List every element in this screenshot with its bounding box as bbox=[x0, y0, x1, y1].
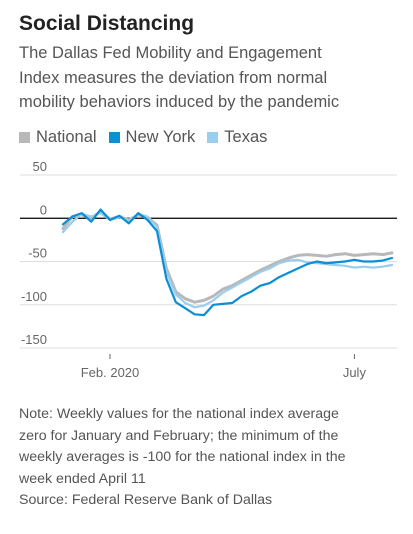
chart-subtitle: The Dallas Fed Mobility and Engagement I… bbox=[19, 41, 404, 115]
series-line-new-york bbox=[61, 208, 394, 317]
legend-item-texas: Texas bbox=[207, 128, 267, 147]
note-line: zero for January and February; the minim… bbox=[19, 427, 339, 444]
legend-item-new-york: New York bbox=[108, 128, 196, 147]
chart-note: Note: Weekly values for the national ind… bbox=[19, 404, 399, 512]
line-chart: 50 0 -50 -100 -150 Feb. 2020 July bbox=[20, 160, 397, 380]
legend-swatch-new-york bbox=[108, 132, 120, 143]
x-tick-label: July bbox=[343, 365, 367, 380]
legend-item-national: National bbox=[19, 128, 97, 147]
source-line: Source: Federal Reserve Bank of Dallas bbox=[19, 492, 273, 508]
note-line: Note: Weekly values for the national ind… bbox=[19, 406, 339, 422]
legend-swatch-texas bbox=[207, 132, 219, 143]
chart-title: Social Distancing bbox=[19, 12, 195, 35]
subtitle-line: Index measures the deviation from normal bbox=[19, 68, 328, 87]
y-tick-label: -100 bbox=[21, 289, 47, 304]
y-tick-label: -150 bbox=[21, 332, 47, 347]
legend-swatch-national bbox=[19, 132, 30, 143]
y-tick-label: 0 bbox=[40, 202, 47, 217]
note-line: weekly averages is -100 for the national… bbox=[19, 449, 346, 465]
subtitle-line: mobility behaviors induced by the pandem… bbox=[19, 93, 340, 111]
subtitle-line: The Dallas Fed Mobility and Engagement bbox=[19, 44, 322, 62]
chart-legend: National New York Texas bbox=[19, 128, 279, 147]
note-line: week ended April 11 bbox=[19, 470, 146, 487]
series-line-national bbox=[61, 209, 394, 304]
y-tick-label: -50 bbox=[28, 246, 47, 261]
legend-label-new-york: New York bbox=[125, 128, 196, 146]
legend-label-national: National bbox=[36, 128, 97, 146]
x-tick-label: Feb. 2020 bbox=[81, 365, 140, 380]
y-tick-label: 50 bbox=[33, 160, 47, 174]
series-line-texas bbox=[61, 211, 394, 309]
legend-label-texas: Texas bbox=[224, 128, 268, 146]
